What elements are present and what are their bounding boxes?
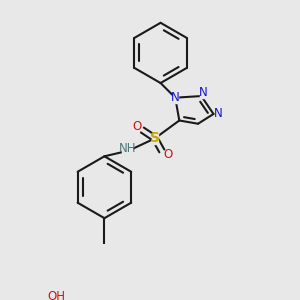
- Text: S: S: [150, 131, 160, 146]
- Bar: [51, 292, 62, 300]
- Bar: [122, 143, 132, 153]
- Text: O: O: [132, 121, 142, 134]
- Text: N: N: [214, 107, 223, 121]
- Bar: [173, 93, 178, 103]
- Text: NH: NH: [118, 142, 136, 155]
- Bar: [152, 133, 158, 144]
- Bar: [216, 109, 221, 119]
- Bar: [134, 122, 140, 132]
- Bar: [200, 88, 206, 98]
- Text: OH: OH: [47, 290, 65, 300]
- Text: O: O: [163, 148, 172, 161]
- Text: N: N: [199, 86, 207, 99]
- Text: N: N: [171, 91, 180, 104]
- Bar: [165, 150, 170, 160]
